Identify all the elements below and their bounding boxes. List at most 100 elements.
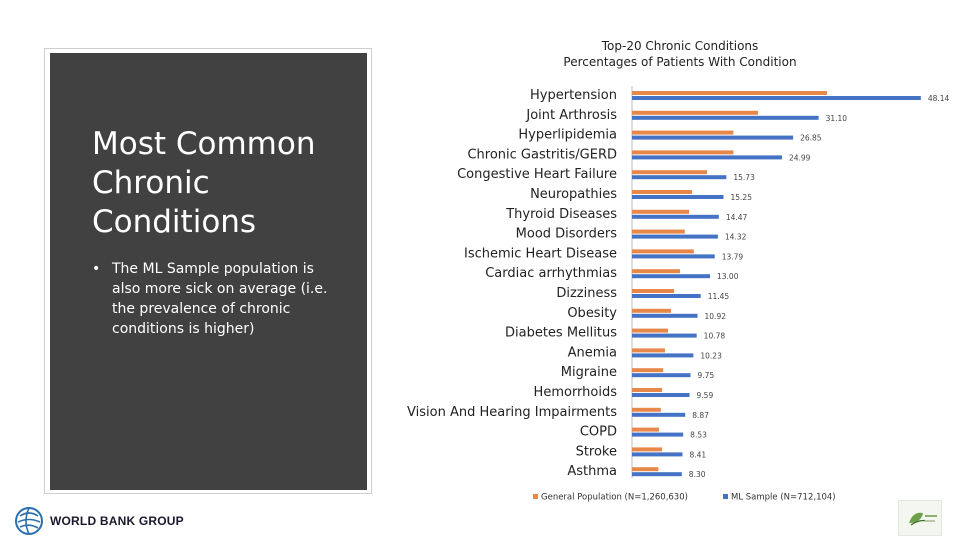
bar-general	[632, 110, 758, 115]
category-label: Anemia	[568, 345, 617, 360]
logo-text: WORLD BANK GROUP	[50, 514, 184, 528]
chart-title-block: Top-20 Chronic Conditions Percentages of…	[500, 38, 860, 70]
category-label: Congestive Heart Failure	[457, 167, 617, 182]
bar-general	[632, 209, 689, 214]
value-label: 9.59	[697, 391, 714, 400]
chart-subtitle: Percentages of Patients With Condition	[563, 55, 797, 69]
bar-ml	[632, 373, 691, 378]
bar-ml	[632, 155, 782, 160]
panel-bullet: • The ML Sample population is also more …	[92, 259, 344, 339]
bar-general	[632, 467, 659, 472]
category-label: Dizziness	[556, 286, 617, 301]
value-label: 10.92	[705, 312, 727, 321]
bar-ml	[632, 472, 682, 477]
legend-label-general: General Population (N=1,260,630)	[541, 493, 688, 503]
bar-general	[632, 308, 671, 313]
bar-general	[632, 269, 680, 274]
bar-general	[632, 229, 685, 234]
bar-ml	[632, 313, 698, 318]
bullet-dot-icon: •	[92, 261, 101, 277]
bar-ml	[632, 214, 719, 219]
category-label: Chronic Gastritis/GERD	[467, 147, 617, 162]
value-label: 48.14	[928, 94, 950, 103]
panel-title-line-3: Conditions	[92, 204, 257, 240]
bar-general	[632, 130, 734, 135]
bar-ml	[632, 96, 921, 100]
value-label: 8.87	[692, 411, 709, 420]
bar-general	[632, 150, 734, 155]
value-label: 15.25	[731, 193, 753, 202]
value-label: 10.23	[700, 351, 722, 360]
value-label: 15.73	[733, 173, 755, 182]
bar-ml	[632, 294, 701, 298]
value-label: 9.75	[698, 371, 715, 380]
value-label: 8.30	[689, 470, 706, 479]
bar-ml	[632, 333, 697, 338]
bar-general	[632, 427, 659, 432]
world-bank-logo: WORLD BANK GROUP	[14, 506, 184, 536]
panel-title-line-1: Most Common	[92, 126, 316, 162]
legend-swatch-general	[533, 494, 538, 499]
bar-ml	[632, 274, 710, 279]
category-label: Stroke	[576, 444, 617, 459]
bar-ml	[632, 393, 690, 397]
bar-ml	[632, 254, 715, 259]
value-label: 24.99	[789, 153, 811, 162]
bar-general	[632, 328, 668, 333]
bar-ml	[632, 452, 683, 457]
category-label: Cardiac arrhythmias	[485, 266, 617, 281]
bar-general	[632, 368, 664, 373]
bar-general	[632, 348, 665, 353]
category-label: Neuropathies	[530, 187, 617, 202]
category-label: Vision And Hearing Impairments	[407, 405, 617, 420]
leaf-logo-icon	[909, 512, 937, 526]
category-label: Thyroid Diseases	[505, 207, 617, 222]
value-label: 26.85	[800, 134, 822, 143]
panel-title: Most Common Chronic Conditions	[92, 125, 352, 242]
value-label: 31.10	[826, 114, 848, 123]
bar-general	[632, 388, 662, 392]
bar-ml	[632, 135, 794, 140]
value-label: 11.45	[708, 292, 730, 301]
category-label: Joint Arthrosis	[525, 108, 617, 123]
category-label: Hemorrhoids	[534, 385, 618, 400]
bar-general	[632, 190, 692, 194]
bar-general	[632, 447, 662, 452]
bar-ml	[632, 234, 718, 239]
bar-ml	[632, 115, 819, 120]
bar-general	[632, 407, 661, 412]
value-label: 13.79	[722, 252, 744, 261]
bar-general	[632, 289, 674, 293]
category-label: COPD	[580, 425, 617, 440]
category-label: Diabetes Mellitus	[505, 326, 617, 341]
category-label: Ischemic Heart Disease	[464, 246, 617, 261]
bar-general	[632, 91, 827, 95]
value-label: 13.00	[717, 272, 739, 281]
bar-general	[632, 249, 694, 254]
category-label: Hyperlipidemia	[518, 128, 617, 143]
panel-title-line-2: Chronic	[92, 165, 210, 201]
category-label: Obesity	[567, 306, 617, 321]
panel-bullet-text: The ML Sample population is also more si…	[112, 261, 328, 337]
legend-label-ml: ML Sample (N=712,104)	[731, 493, 836, 503]
globe-icon	[15, 507, 43, 535]
bar-ml	[632, 412, 686, 417]
bar-ml	[632, 175, 727, 180]
chart-title: Top-20 Chronic Conditions	[601, 39, 759, 53]
value-label: 10.78	[704, 332, 726, 341]
value-label: 14.47	[726, 213, 748, 222]
value-label: 14.32	[725, 233, 747, 242]
category-label: Asthma	[567, 464, 617, 479]
legend-swatch-ml	[723, 494, 728, 499]
bar-general	[632, 170, 707, 175]
corner-badge	[898, 500, 942, 536]
category-label: Mood Disorders	[516, 227, 618, 242]
value-label: 8.53	[690, 431, 707, 440]
bar-ml	[632, 195, 724, 199]
summary-panel: Most Common Chronic Conditions • The ML …	[50, 53, 367, 490]
value-label: 8.41	[689, 450, 706, 459]
bar-ml	[632, 432, 684, 437]
category-label: Hypertension	[530, 88, 617, 103]
category-label: Migraine	[561, 365, 617, 380]
